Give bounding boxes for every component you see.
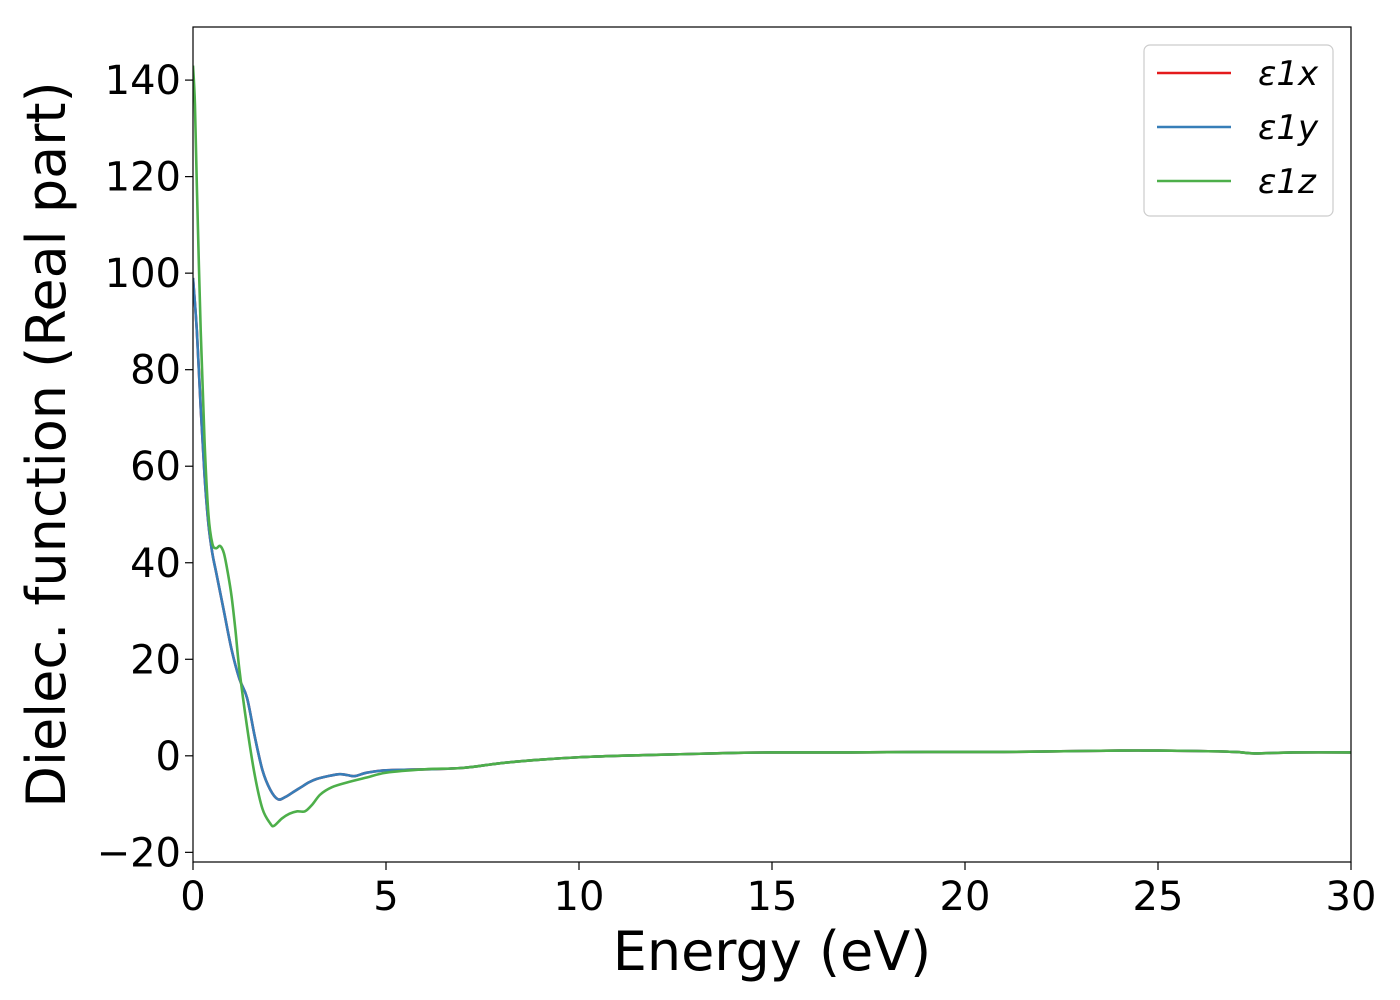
- y-tick-label: 60: [130, 444, 181, 490]
- y-tick-label: 20: [130, 637, 181, 683]
- x-tick-label: 10: [554, 874, 605, 920]
- legend-label-2: ε1y: [1258, 108, 1319, 148]
- y-tick-label: 120: [105, 155, 181, 201]
- legend-box: [1143, 44, 1334, 217]
- y-axis: −20 0 20 40 60 80 100 120 140: [97, 58, 193, 876]
- legend-label-1: ε1x: [1258, 54, 1319, 94]
- y-tick-label: 40: [130, 541, 181, 587]
- legend-label-3: ε1z: [1258, 162, 1317, 202]
- legend: ε1x ε1y ε1z: [1143, 44, 1334, 217]
- x-tick-label: 20: [940, 874, 991, 920]
- x-tick-label: 15: [747, 874, 798, 920]
- x-tick-label: 25: [1133, 874, 1184, 920]
- series-layer: [193, 65, 1351, 828]
- series-line-1: [193, 277, 1351, 801]
- x-axis-label: Energy (eV): [613, 920, 932, 983]
- x-tick-label: 0: [180, 874, 205, 920]
- x-tick-label: 5: [373, 874, 398, 920]
- y-tick-label: 100: [105, 251, 181, 297]
- series-line-3: [193, 65, 1351, 828]
- x-axis: 0 5 10 15 20 25 30: [180, 862, 1376, 920]
- series-line-2: [193, 277, 1351, 801]
- x-tick-label: 30: [1326, 874, 1377, 920]
- y-tick-label: 80: [130, 348, 181, 394]
- y-tick-label: 140: [105, 58, 181, 104]
- y-tick-label: 0: [156, 734, 181, 780]
- y-tick-label: −20: [97, 830, 181, 876]
- y-axis-label: Dielec. function (Real part): [15, 81, 78, 807]
